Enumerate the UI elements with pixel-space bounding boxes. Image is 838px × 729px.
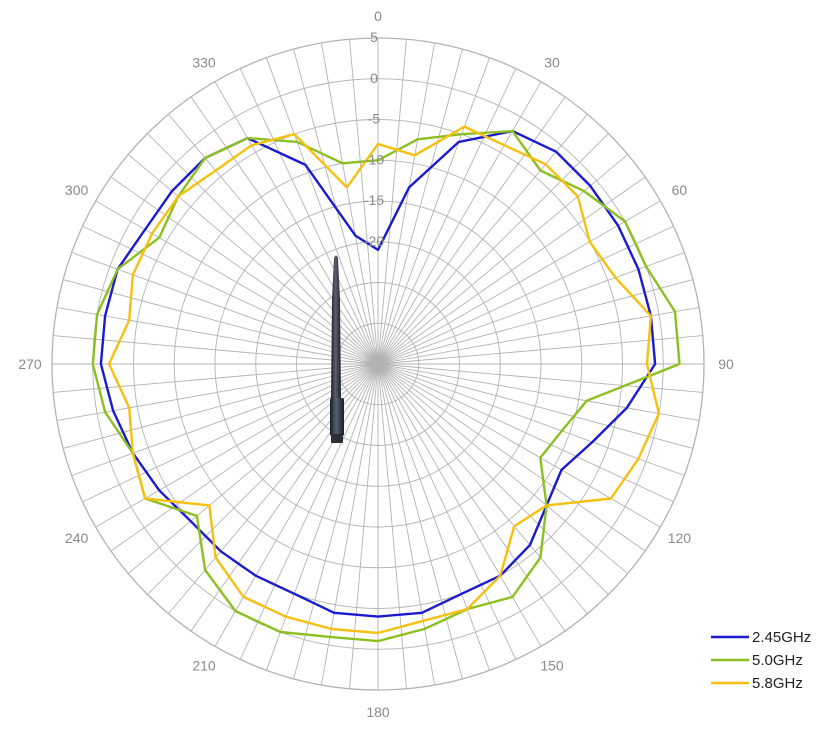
grid-spoke [266, 57, 379, 365]
radial-tick-label: -5 [368, 111, 381, 127]
radial-tick-label: 0 [370, 70, 378, 86]
grid-spoke [377, 363, 542, 647]
grid-spoke [71, 252, 379, 365]
grid-spoke [377, 363, 517, 660]
grid-spoke [377, 363, 463, 680]
grid-spoke [377, 81, 542, 365]
series-line-1 [99, 129, 657, 618]
grid-spoke [377, 363, 588, 615]
angle-tick-label: 180 [366, 704, 390, 720]
radial-tick-label: -20 [364, 233, 384, 249]
grid-spoke [377, 363, 629, 574]
legend-label: 5.8GHz [752, 675, 803, 692]
angle-tick-label: 30 [544, 55, 560, 71]
legend-label: 2.45GHz [752, 629, 811, 646]
grid-spoke [214, 363, 379, 647]
grid-spoke [377, 363, 646, 552]
angle-tick-label: 300 [65, 182, 89, 198]
grid-spoke [377, 363, 436, 686]
grid-spoke [349, 39, 379, 365]
grid-spoke [377, 68, 517, 365]
grid-spoke [82, 363, 379, 503]
grid-spoke [377, 39, 407, 365]
grid-spoke [377, 48, 463, 365]
grid-spoke [62, 279, 379, 365]
grid-spoke [377, 363, 700, 422]
grid-spoke [53, 335, 379, 365]
legend-label: 5.0GHz [752, 652, 803, 669]
grid-spoke [377, 113, 588, 365]
angle-tick-label: 150 [540, 657, 564, 673]
grid-spoke [377, 200, 661, 365]
grid-spoke [377, 363, 694, 449]
grid-spoke [377, 306, 700, 365]
tick-labels: 0 30 60 90 120 150 180 210 240 270 300 330 5 0 -5 -10 -1… [18, 8, 734, 720]
grid-spoke [62, 363, 379, 449]
grid-spoke [71, 363, 379, 476]
grid-spoke [320, 42, 379, 365]
angle-tick-label: 90 [718, 356, 734, 372]
grid-spoke [377, 363, 609, 595]
polar-grid [51, 37, 705, 691]
legend: 2.45GHz 5.0GHz 5.8GHz [711, 629, 811, 692]
grid-spoke [377, 57, 490, 365]
grid-spoke [377, 133, 609, 365]
grid-spoke [377, 154, 629, 365]
grid-spoke [56, 363, 379, 422]
grid-spoke [190, 363, 379, 632]
grid-spoke [349, 363, 379, 689]
series-line-2 [91, 129, 681, 643]
grid-spoke [377, 225, 674, 365]
grid-spoke [377, 279, 694, 365]
angle-tick-label: 60 [672, 182, 688, 198]
grid-spoke [214, 81, 379, 365]
grid-spoke [377, 363, 685, 476]
angle-tick-label: 210 [192, 657, 216, 673]
grid-spoke [239, 68, 379, 365]
grid-spoke [377, 363, 661, 528]
grid-spoke [377, 176, 646, 365]
series-line-3 [107, 125, 661, 635]
radial-tick-label: -15 [364, 192, 384, 208]
radial-tick-label: -10 [364, 151, 384, 167]
grid-spoke [377, 363, 490, 671]
grid-spoke [377, 363, 566, 632]
grid-spoke [190, 96, 379, 365]
grid-spoke [377, 363, 703, 393]
angle-tick-label: 270 [18, 356, 42, 372]
grid-spoke [377, 252, 685, 365]
angle-tick-label: 330 [192, 55, 216, 71]
grid-spoke [56, 306, 379, 365]
grid-spoke [266, 363, 379, 671]
grid-spoke [168, 113, 379, 365]
angle-tick-label: 120 [668, 530, 692, 546]
grid-spoke [320, 363, 379, 686]
angle-tick-label: 240 [65, 530, 89, 546]
radial-tick-label: 5 [370, 29, 378, 45]
grid-spoke [239, 363, 379, 660]
grid-spoke [377, 42, 436, 365]
antenna-image [330, 255, 344, 443]
grid-spoke [95, 363, 379, 528]
angle-tick-label: 0 [374, 8, 382, 24]
grid-spoke [293, 363, 379, 680]
series-lines [91, 125, 681, 643]
grid-spoke [95, 200, 379, 365]
